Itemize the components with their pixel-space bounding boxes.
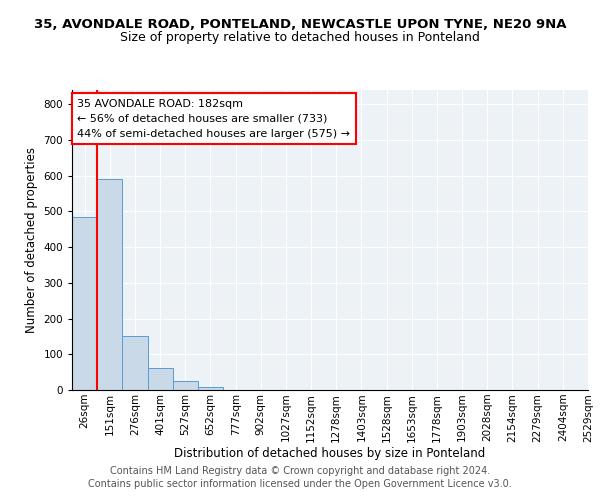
X-axis label: Distribution of detached houses by size in Ponteland: Distribution of detached houses by size … [175,447,485,460]
Y-axis label: Number of detached properties: Number of detached properties [25,147,38,333]
Bar [198,387,223,390]
Bar [72,217,97,390]
Bar [173,381,198,390]
Bar [122,336,148,390]
Bar [97,180,122,390]
Text: Size of property relative to detached houses in Ponteland: Size of property relative to detached ho… [120,31,480,44]
Text: Contains public sector information licensed under the Open Government Licence v3: Contains public sector information licen… [88,479,512,489]
Text: 35 AVONDALE ROAD: 182sqm
← 56% of detached houses are smaller (733)
44% of semi-: 35 AVONDALE ROAD: 182sqm ← 56% of detach… [77,99,350,138]
Text: Contains HM Land Registry data © Crown copyright and database right 2024.: Contains HM Land Registry data © Crown c… [110,466,490,476]
Text: 35, AVONDALE ROAD, PONTELAND, NEWCASTLE UPON TYNE, NE20 9NA: 35, AVONDALE ROAD, PONTELAND, NEWCASTLE … [34,18,566,30]
Bar [148,368,173,390]
